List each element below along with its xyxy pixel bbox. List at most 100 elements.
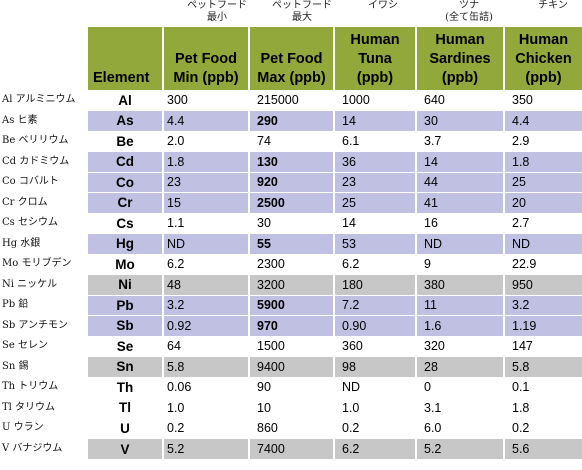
cell-chicken: 1.8 bbox=[503, 397, 582, 418]
cell-max: 860 bbox=[248, 417, 334, 439]
element-label: Hg 水銀 bbox=[2, 237, 41, 249]
header-petfood-max: Pet Food Max (ppb) bbox=[248, 27, 334, 90]
cell-sardines: 640 bbox=[415, 89, 504, 111]
cell-sardines: 5.2 bbox=[415, 438, 504, 459]
cell-max: 55 bbox=[248, 233, 334, 254]
element-label: Sb アンチモン bbox=[2, 319, 69, 331]
jp-header-line2: 最小 bbox=[207, 12, 227, 23]
jp-header-line2: (全て缶詰) bbox=[445, 12, 493, 23]
cell-min: 1.8 bbox=[162, 151, 249, 172]
cell-el: As bbox=[88, 110, 163, 131]
element-label: Tl タリウム bbox=[2, 401, 56, 413]
cell-min: 64 bbox=[162, 335, 249, 357]
table-row: Sn 5.8 9400 98 28 5.8 bbox=[88, 356, 582, 377]
table-row: Tl 1.0 10 1.0 3.1 1.8 bbox=[88, 397, 582, 418]
element-label: Th トリウム bbox=[2, 381, 59, 392]
cell-chicken: 2.9 bbox=[503, 130, 582, 152]
table-row: Hg ND 55 53 ND ND bbox=[88, 233, 582, 254]
cell-chicken: 147 bbox=[503, 335, 582, 357]
cell-chicken: 1.8 bbox=[503, 151, 582, 172]
cell-min: 0.06 bbox=[162, 376, 249, 398]
cell-max: 1500 bbox=[248, 335, 334, 357]
cell-el: Cr bbox=[88, 192, 163, 213]
table-row: Cs 1.1 30 14 16 2.7 bbox=[88, 212, 582, 234]
table-row: Th 0.06 90 ND 0 0.1 bbox=[88, 376, 582, 398]
cell-min: 5.2 bbox=[162, 438, 249, 459]
cell-min: 0.2 bbox=[162, 417, 249, 439]
cell-chicken: 4.4 bbox=[503, 110, 582, 131]
cell-el: Se bbox=[88, 335, 163, 357]
cell-max: 30 bbox=[248, 212, 334, 234]
jp-header-line1: ツナ bbox=[459, 0, 479, 11]
table-row: Co 23 920 23 44 25 bbox=[88, 171, 582, 193]
cell-el: U bbox=[88, 417, 163, 439]
cell-sardines: 41 bbox=[415, 192, 504, 213]
cell-tuna: 1000 bbox=[333, 89, 416, 111]
cell-sardines: 28 bbox=[415, 356, 504, 377]
cell-tuna: 14 bbox=[333, 212, 416, 234]
header-human-tuna: Human Tuna (ppb) bbox=[333, 27, 416, 90]
table-row: Se 64 1500 360 320 147 bbox=[88, 335, 582, 357]
cell-chicken: 1.19 bbox=[503, 315, 582, 336]
cell-sardines: 0 bbox=[415, 376, 504, 398]
element-label: Se セレン bbox=[2, 340, 48, 351]
cell-chicken: 25 bbox=[503, 171, 582, 193]
header-human-chicken: Human Chicken (ppb) bbox=[503, 27, 582, 90]
cell-min: 1.1 bbox=[162, 212, 249, 234]
cell-el: V bbox=[88, 438, 163, 459]
cell-sardines: 44 bbox=[415, 171, 504, 193]
cell-min: 4.4 bbox=[162, 110, 249, 131]
cell-tuna: ND bbox=[333, 376, 416, 398]
cell-tuna: 25 bbox=[333, 192, 416, 213]
cell-tuna: 0.2 bbox=[333, 417, 416, 439]
element-label: Pb 鉛 bbox=[2, 299, 29, 310]
cell-el: Ni bbox=[88, 274, 163, 295]
cell-sardines: 9 bbox=[415, 253, 504, 275]
jp-header-line1: イワシ bbox=[368, 0, 398, 11]
cell-min: 3.2 bbox=[162, 294, 249, 316]
table-row: Cr 15 2500 25 41 20 bbox=[88, 192, 582, 213]
cell-tuna: 14 bbox=[333, 110, 416, 131]
cell-tuna: 23 bbox=[333, 171, 416, 193]
cell-chicken: 20 bbox=[503, 192, 582, 213]
cell-chicken: 350 bbox=[503, 89, 582, 111]
cell-min: ND bbox=[162, 233, 249, 254]
element-label: Ni ニッケル bbox=[2, 278, 58, 290]
jp-header-3: ツナ (全て缶詰) bbox=[424, 0, 514, 24]
header-human-sardines: Human Sardines (ppb) bbox=[415, 27, 504, 90]
cell-tuna: 0.90 bbox=[333, 315, 416, 336]
cell-el: Cs bbox=[88, 212, 163, 234]
table-row: Cd 1.8 130 36 14 1.8 bbox=[88, 151, 582, 172]
jp-header-1: ペットフード 最大 bbox=[257, 0, 347, 24]
cell-max: 2300 bbox=[248, 253, 334, 275]
element-label: As ヒ素 bbox=[2, 114, 38, 126]
table-row: U 0.2 860 0.2 6.0 0.2 bbox=[88, 417, 582, 439]
element-label: Co コバルト bbox=[2, 176, 59, 187]
cell-chicken: 22.9 bbox=[503, 253, 582, 275]
cell-el: Co bbox=[88, 171, 163, 193]
cell-sardines: ND bbox=[415, 233, 504, 254]
cell-max: 3200 bbox=[248, 274, 334, 295]
cell-el: Be bbox=[88, 130, 163, 152]
cell-tuna: 360 bbox=[333, 335, 416, 357]
cell-max: 7400 bbox=[248, 438, 334, 459]
element-label: Sn 錫 bbox=[2, 360, 29, 372]
cell-min: 0.92 bbox=[162, 315, 249, 336]
cell-tuna: 6.2 bbox=[333, 253, 416, 275]
cell-max: 130 bbox=[248, 151, 334, 172]
cell-sardines: 30 bbox=[415, 110, 504, 131]
cell-max: 2500 bbox=[248, 192, 334, 213]
cell-tuna: 7.2 bbox=[333, 294, 416, 316]
cell-chicken: 0.2 bbox=[503, 417, 582, 439]
cell-tuna: 53 bbox=[333, 233, 416, 254]
cell-tuna: 36 bbox=[333, 151, 416, 172]
element-label: Cs セシウム bbox=[2, 217, 58, 228]
cell-sardines: 16 bbox=[415, 212, 504, 234]
jp-header-line2: 最大 bbox=[292, 12, 312, 23]
cell-chicken: 5.8 bbox=[503, 356, 582, 377]
cell-tuna: 6.1 bbox=[333, 130, 416, 152]
cell-sardines: 14 bbox=[415, 151, 504, 172]
table-row: V 5.2 7400 6.2 5.2 5.6 bbox=[88, 438, 582, 459]
table-row: Al 300 215000 1000 640 350 bbox=[88, 89, 582, 111]
jp-header-line1: ペットフード bbox=[272, 0, 332, 11]
